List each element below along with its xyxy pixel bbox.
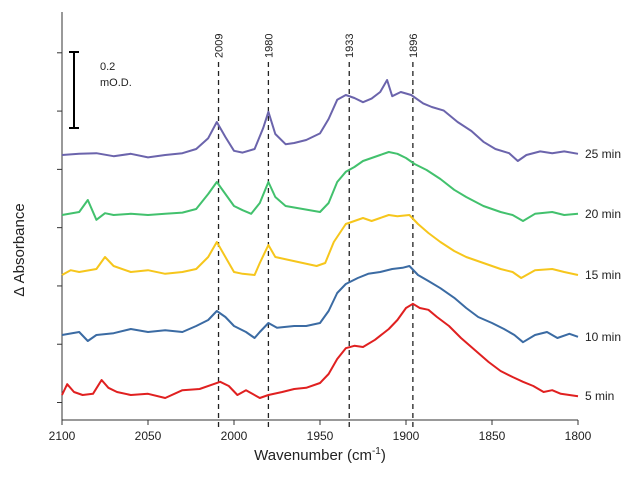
peak-label-2009: 2009 <box>214 34 226 58</box>
peak-label-1933: 1933 <box>344 34 356 58</box>
x-tick-label: 1800 <box>565 429 592 443</box>
x-tick-label: 2050 <box>135 429 162 443</box>
series-line-10-min <box>61 265 579 344</box>
x-axis-title-main: Wavenumber (cm <box>254 447 372 464</box>
x-tick-label: 1950 <box>307 429 334 443</box>
scale-bar-value: 0.2 <box>100 61 115 73</box>
series-line-25-min <box>61 79 579 162</box>
y-axis-title: Δ Absorbance <box>11 203 28 296</box>
y-axis-ticks <box>57 52 62 404</box>
trace-label-15-min: 15 min <box>585 268 621 282</box>
x-axis-ticks: 2100 2050 2000 1950 1900 1850 1800 <box>49 420 592 443</box>
trace-label-10-min: 10 min <box>585 330 621 344</box>
scale-bar: 0.2 mO.D. <box>69 51 132 129</box>
x-tick-label: 2000 <box>221 429 248 443</box>
trace-label-5-min: 5 min <box>585 389 614 403</box>
series-line-15-min <box>61 214 579 279</box>
scale-bar-unit: mO.D. <box>100 77 132 89</box>
x-tick-label: 2100 <box>49 429 76 443</box>
series-line-20-min <box>61 151 579 222</box>
x-axis-title-close: ) <box>381 447 386 464</box>
peak-label-1896: 1896 <box>408 34 420 58</box>
x-tick-label: 1850 <box>479 429 506 443</box>
trace-label-25-min: 25 min <box>585 147 621 161</box>
trace-labels: 25 min 20 min 15 min 10 min 5 min <box>585 147 621 403</box>
series-group <box>61 79 579 399</box>
trace-label-20-min: 20 min <box>585 207 621 221</box>
x-tick-label: 1900 <box>393 429 420 443</box>
series-line-5-min <box>61 302 579 399</box>
peak-label-1980: 1980 <box>263 34 275 58</box>
x-axis-title-superscript: -1 <box>372 446 381 457</box>
x-axis-title: Wavenumber (cm-1) <box>254 446 386 464</box>
plot-area: 2100 2050 2000 1950 1900 1850 1800 2009 1980 193… <box>49 12 621 443</box>
peak-markers: 2009 1980 1933 1896 <box>214 34 420 428</box>
